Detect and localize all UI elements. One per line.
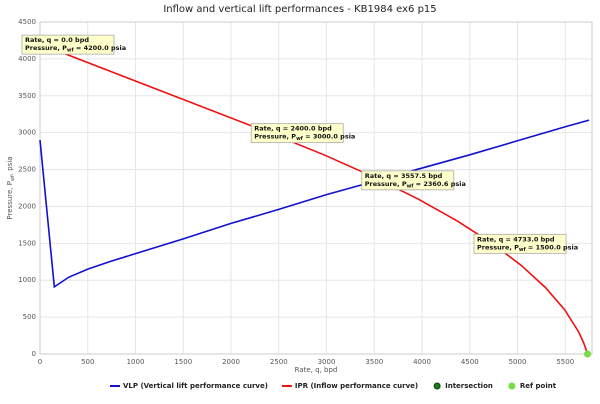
y-axis-label: Pressure, Pwf, psia bbox=[6, 156, 16, 219]
annotation-box bbox=[21, 34, 115, 55]
annotation-text: Rate, q = 0.0 bpd bbox=[25, 36, 89, 44]
annotation-part: Pressure, P bbox=[477, 243, 519, 251]
x-tick-label: 1000 bbox=[127, 358, 145, 366]
legend-label[interactable]: VLP (Vertical lift performance curve) bbox=[123, 382, 268, 390]
y-tick-label: 4000 bbox=[18, 55, 36, 63]
annotation-text: Pressure, Pwf = 1500.0 psia bbox=[477, 243, 578, 252]
x-tick-label: 4500 bbox=[461, 358, 479, 366]
x-tick-label: 3000 bbox=[318, 358, 336, 366]
annotation-sub: wf bbox=[519, 246, 527, 252]
x-tick-label: 4000 bbox=[413, 358, 431, 366]
x-tick-label: 1500 bbox=[174, 358, 192, 366]
annotation-sub: wf bbox=[407, 183, 415, 189]
x-tick-label: 5000 bbox=[509, 358, 527, 366]
y-tick-label: 4500 bbox=[18, 18, 36, 26]
annotation-part: = 4200.0 psia bbox=[74, 44, 126, 52]
annotation-text: Rate, q = 2400.0 bpd bbox=[254, 125, 332, 133]
y-tick-label: 2000 bbox=[18, 202, 36, 210]
y-tick-label: 1000 bbox=[18, 276, 36, 284]
x-tick-label: 5500 bbox=[556, 358, 574, 366]
annotation-box bbox=[250, 123, 344, 144]
point bbox=[584, 350, 592, 358]
annotation-text: Pressure, Pwf = 2360.6 psia bbox=[365, 180, 466, 189]
annotation-part: Pressure, P bbox=[365, 180, 407, 188]
legend-label[interactable]: Ref point bbox=[520, 382, 557, 390]
y-label-part: , psia bbox=[6, 156, 14, 175]
y-tick-label: 1500 bbox=[18, 239, 36, 247]
y-tick-label: 3000 bbox=[18, 129, 36, 137]
annotation-sub: wf bbox=[296, 136, 304, 142]
y-tick-label: 3500 bbox=[18, 92, 36, 100]
annotation-part: = 2360.6 psia bbox=[413, 180, 465, 188]
legend-swatch bbox=[508, 382, 516, 390]
annotation-sub: wf bbox=[67, 47, 75, 53]
annotation-text: Pressure, Pwf = 4200.0 psia bbox=[25, 44, 126, 53]
plot-frame bbox=[39, 21, 593, 355]
annotation-box bbox=[361, 170, 455, 191]
y-label-sub: wf bbox=[10, 175, 16, 181]
x-tick-label: 3500 bbox=[365, 358, 383, 366]
y-tick-label: 500 bbox=[23, 313, 36, 321]
annotation-box bbox=[473, 233, 567, 254]
y-label-part: Pressure, P bbox=[6, 181, 14, 220]
annotation-text: Rate, q = 3557.5 bpd bbox=[365, 172, 443, 180]
x-tick-label: 2500 bbox=[270, 358, 288, 366]
legend-swatch bbox=[433, 382, 441, 390]
legend-label[interactable]: IPR (Inflow performance curve) bbox=[295, 382, 418, 390]
annotation-part: = 1500.0 psia bbox=[526, 243, 578, 251]
y-tick-label: 0 bbox=[32, 350, 36, 358]
annotation-part: Pressure, P bbox=[254, 133, 296, 141]
line bbox=[39, 119, 590, 289]
legend-label[interactable]: Intersection bbox=[445, 382, 493, 390]
chart-title: Inflow and vertical lift performances - … bbox=[163, 4, 436, 15]
y-tick-label: 2500 bbox=[18, 166, 36, 174]
annotation-text: Pressure, Pwf = 3000.0 psia bbox=[254, 133, 355, 142]
annotation-part: = 3000.0 psia bbox=[303, 133, 355, 141]
x-tick-label: 500 bbox=[81, 358, 94, 366]
x-tick-label: 2000 bbox=[222, 358, 240, 366]
x-tick-label: 0 bbox=[38, 358, 42, 366]
annotation-part: Pressure, P bbox=[25, 44, 67, 52]
x-axis-label: Rate, q, bpd bbox=[295, 366, 338, 374]
annotation-text: Rate, q = 4733.0 bpd bbox=[477, 235, 555, 243]
